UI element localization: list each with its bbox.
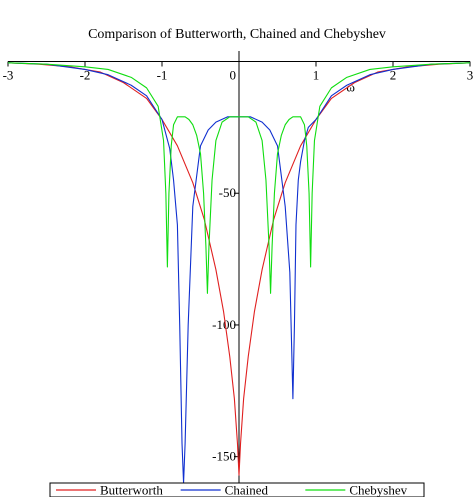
plot-area (7, 62, 471, 484)
x-tick-label: 1 (313, 68, 320, 83)
legend-label-chebyshev: Chebyshev (349, 483, 407, 497)
axes: -3 -2 -1 0 1 2 3 ω -50 -100 -150 (3, 51, 474, 483)
y-tick-label: -100 (212, 317, 236, 332)
x-axis-label: ω (346, 80, 355, 95)
series-line-butterworth (7, 62, 471, 476)
y-tick-label: -150 (212, 449, 236, 464)
chart-title: Comparison of Butterworth, Chained and C… (88, 27, 386, 42)
legend-label-chained: Chained (225, 483, 269, 497)
x-tick-label: -1 (157, 68, 168, 83)
series-line-chebyshev (7, 62, 471, 294)
legend-box (49, 482, 425, 497)
x-tick-label: 3 (467, 68, 474, 83)
y-tick-label: -50 (219, 185, 236, 200)
legend: Butterworth Chained Chebyshev (49, 482, 425, 497)
x-tick-label: 2 (390, 68, 397, 83)
x-tick-label: -3 (3, 68, 14, 83)
x-tick-label: 0 (230, 68, 237, 83)
x-tick-label: -2 (80, 68, 91, 83)
legend-label-butterworth: Butterworth (100, 483, 163, 497)
